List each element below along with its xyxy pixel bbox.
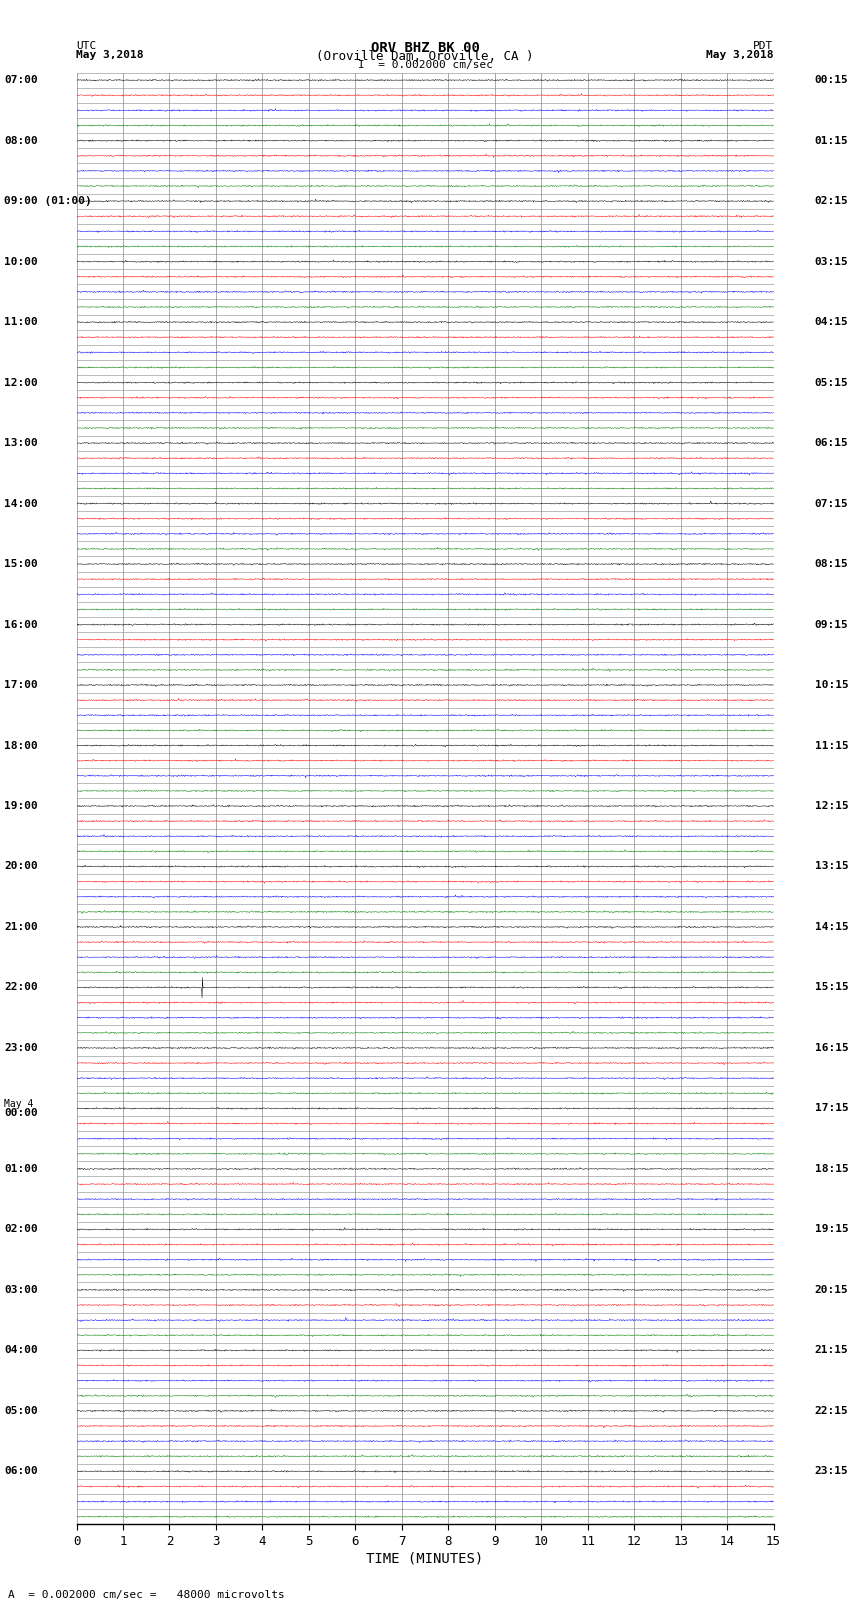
- Text: 12:15: 12:15: [814, 802, 848, 811]
- Text: 21:15: 21:15: [814, 1345, 848, 1355]
- Text: I  = 0.002000 cm/sec: I = 0.002000 cm/sec: [358, 60, 492, 69]
- Text: 00:00: 00:00: [4, 1108, 38, 1118]
- Text: 05:00: 05:00: [4, 1407, 38, 1416]
- Text: 13:15: 13:15: [814, 861, 848, 871]
- Text: May 4: May 4: [4, 1098, 34, 1108]
- Text: 15:15: 15:15: [814, 982, 848, 992]
- Text: 09:15: 09:15: [814, 619, 848, 629]
- X-axis label: TIME (MINUTES): TIME (MINUTES): [366, 1552, 484, 1566]
- Text: 16:00: 16:00: [4, 619, 38, 629]
- Text: PDT: PDT: [753, 40, 774, 52]
- Text: 04:00: 04:00: [4, 1345, 38, 1355]
- Text: 08:00: 08:00: [4, 135, 38, 145]
- Text: 22:00: 22:00: [4, 982, 38, 992]
- Text: (Oroville Dam, Oroville, CA ): (Oroville Dam, Oroville, CA ): [316, 50, 534, 63]
- Text: 20:15: 20:15: [814, 1286, 848, 1295]
- Text: 18:00: 18:00: [4, 740, 38, 750]
- Text: 13:00: 13:00: [4, 439, 38, 448]
- Text: 05:15: 05:15: [814, 377, 848, 387]
- Text: 19:00: 19:00: [4, 802, 38, 811]
- Text: 16:15: 16:15: [814, 1044, 848, 1053]
- Text: 12:00: 12:00: [4, 377, 38, 387]
- Text: May 3,2018: May 3,2018: [76, 50, 144, 60]
- Text: 10:15: 10:15: [814, 681, 848, 690]
- Text: A  = 0.002000 cm/sec =   48000 microvolts: A = 0.002000 cm/sec = 48000 microvolts: [8, 1590, 286, 1600]
- Text: 19:15: 19:15: [814, 1224, 848, 1234]
- Text: 20:00: 20:00: [4, 861, 38, 871]
- Text: 01:15: 01:15: [814, 135, 848, 145]
- Text: 10:00: 10:00: [4, 256, 38, 266]
- Text: 21:00: 21:00: [4, 923, 38, 932]
- Text: 03:15: 03:15: [814, 256, 848, 266]
- Text: 03:00: 03:00: [4, 1286, 38, 1295]
- Text: ORV BHZ BK 00: ORV BHZ BK 00: [371, 40, 479, 55]
- Text: 00:15: 00:15: [814, 76, 848, 85]
- Text: 09:00 (01:00): 09:00 (01:00): [4, 197, 92, 206]
- Text: 17:15: 17:15: [814, 1103, 848, 1113]
- Text: 14:15: 14:15: [814, 923, 848, 932]
- Text: 23:00: 23:00: [4, 1044, 38, 1053]
- Text: 14:00: 14:00: [4, 498, 38, 508]
- Text: 02:00: 02:00: [4, 1224, 38, 1234]
- Text: 11:15: 11:15: [814, 740, 848, 750]
- Text: 11:00: 11:00: [4, 318, 38, 327]
- Text: UTC: UTC: [76, 40, 97, 52]
- Text: 02:15: 02:15: [814, 197, 848, 206]
- Text: 01:00: 01:00: [4, 1165, 38, 1174]
- Text: 04:15: 04:15: [814, 318, 848, 327]
- Text: 06:00: 06:00: [4, 1466, 38, 1476]
- Text: 15:00: 15:00: [4, 560, 38, 569]
- Text: May 3,2018: May 3,2018: [706, 50, 774, 60]
- Text: 17:00: 17:00: [4, 681, 38, 690]
- Text: 07:00: 07:00: [4, 76, 38, 85]
- Text: 08:15: 08:15: [814, 560, 848, 569]
- Text: 18:15: 18:15: [814, 1165, 848, 1174]
- Text: 06:15: 06:15: [814, 439, 848, 448]
- Text: 23:15: 23:15: [814, 1466, 848, 1476]
- Text: 07:15: 07:15: [814, 498, 848, 508]
- Text: 22:15: 22:15: [814, 1407, 848, 1416]
